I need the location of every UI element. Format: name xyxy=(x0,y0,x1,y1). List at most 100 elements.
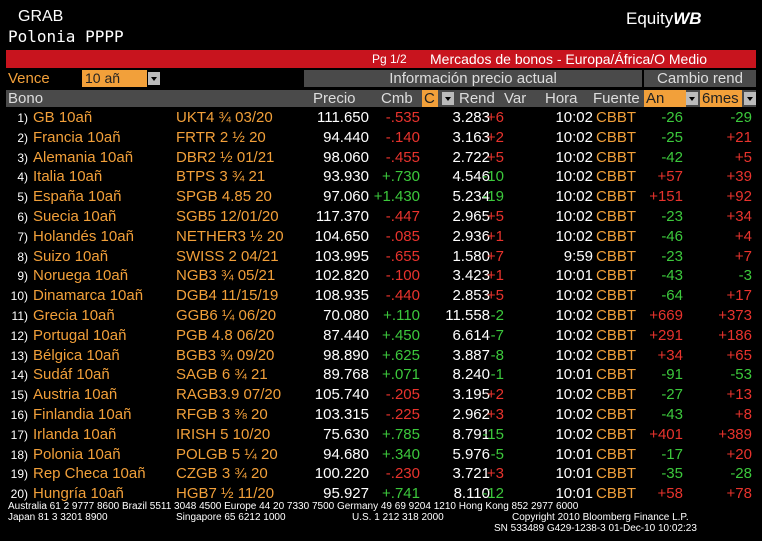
column-header: Rend xyxy=(459,90,495,107)
yield: 8.110 xyxy=(453,485,490,503)
yield: 2.962 xyxy=(452,406,490,423)
bond-name: Irlanda 10añ xyxy=(33,425,117,443)
yield-change: +2 xyxy=(486,386,504,404)
time: 10:01 xyxy=(555,465,593,483)
yield: 8.791 xyxy=(452,425,490,443)
price-change: +.625 xyxy=(382,346,420,364)
brand-bold: WB xyxy=(673,9,702,28)
price: 108.935 xyxy=(314,287,369,305)
yield: 4.546 xyxy=(452,168,490,186)
bond-name: Rep Checa 10añ xyxy=(33,465,146,483)
footer-text: Singapore 65 6212 1000 xyxy=(176,512,286,523)
price: 75.630 xyxy=(323,425,369,443)
yield: 11.558 xyxy=(445,307,490,324)
change-1y: -43 xyxy=(661,267,683,285)
bond-name: Sudáf 10añ xyxy=(33,366,110,384)
security: Polonia PPPP xyxy=(8,27,124,46)
bond-name: Polonia 10añ xyxy=(33,445,121,463)
price: 104.650 xyxy=(314,227,369,245)
price: 95.927 xyxy=(323,485,369,503)
price: 98.060 xyxy=(323,148,369,166)
price-change: -.230 xyxy=(385,465,420,483)
change-6m: +34 xyxy=(726,208,752,225)
yield: 2.965 xyxy=(452,208,490,225)
column-header: Cmb xyxy=(381,90,413,107)
yield: 2.853 xyxy=(452,287,490,305)
dropdown[interactable] xyxy=(148,72,160,85)
change-6m: +39 xyxy=(726,168,752,186)
column-header: Hora xyxy=(545,90,578,107)
price: 97.060 xyxy=(323,188,369,206)
change-1y: +669 xyxy=(649,307,683,324)
change-1y: -26 xyxy=(661,109,683,126)
bond-name: Francia 10añ xyxy=(33,128,121,146)
price: 94.440 xyxy=(323,128,369,146)
time: 10:02 xyxy=(555,208,593,225)
change-6m: +373 xyxy=(718,307,752,324)
price: 103.315 xyxy=(314,406,369,423)
change-1y: -46 xyxy=(661,227,683,245)
brand-text: Equity xyxy=(626,9,674,28)
dropdown[interactable] xyxy=(744,92,756,105)
yield-change: +3 xyxy=(486,465,504,483)
yield: 6.614 xyxy=(452,326,490,344)
price: 70.080 xyxy=(323,307,369,324)
row-number: 13) xyxy=(10,348,28,363)
ticker: UKT4 ¾ 03/20 xyxy=(176,109,273,126)
time: 10:02 xyxy=(555,148,593,166)
row-number: 6) xyxy=(17,210,28,224)
yield-change: +5 xyxy=(486,208,504,225)
ticker: POLGB 5 ¼ 20 xyxy=(176,445,278,463)
source: CBBT xyxy=(596,267,637,285)
row-number: 11) xyxy=(11,309,28,323)
price-change: -.225 xyxy=(385,406,420,423)
screen-title: Mercados de bonos - Europa/África/O Medi… xyxy=(430,51,708,67)
price: 87.440 xyxy=(323,326,369,344)
price: 117.370 xyxy=(315,208,369,225)
ticker: RFGB 3 ⅜ 20 xyxy=(176,406,268,423)
source: CBBT xyxy=(596,247,637,265)
dropdown[interactable] xyxy=(686,92,698,105)
price-change: +.340 xyxy=(382,445,420,463)
vence-input[interactable]: 10 añ xyxy=(82,70,147,87)
bond-name: Holandés 10añ xyxy=(33,227,134,245)
bond-name: Dinamarca 10añ xyxy=(33,287,144,305)
source: CBBT xyxy=(596,326,637,344)
row-number: 14) xyxy=(10,368,28,383)
row-number: 16) xyxy=(10,408,28,422)
change-1y: +401 xyxy=(649,425,683,443)
row-number: 17) xyxy=(10,427,28,442)
bond-name: Suizo 10añ xyxy=(33,247,109,265)
bond-name: GB 10añ xyxy=(33,109,93,126)
row-number: 12) xyxy=(10,328,28,343)
bond-name: Finlandia 10añ xyxy=(33,406,132,423)
column-selector[interactable]: 6mes xyxy=(700,90,742,107)
row-number: 19) xyxy=(10,467,28,482)
price-change: +1.430 xyxy=(373,188,420,206)
yield-change: -2 xyxy=(490,307,504,324)
change-6m: +389 xyxy=(718,425,752,443)
row-number: 4) xyxy=(17,170,28,185)
yield-change: -10 xyxy=(482,168,504,186)
time: 10:01 xyxy=(555,485,593,503)
change-1y: -23 xyxy=(661,247,683,265)
yield-change: +3 xyxy=(486,406,504,423)
price: 98.890 xyxy=(323,346,369,364)
ticker: SGB5 12/01/20 xyxy=(176,208,279,225)
bond-name: Hungría 10añ xyxy=(33,485,124,503)
column-selector[interactable]: C xyxy=(422,90,438,107)
yield: 3.887 xyxy=(452,346,490,364)
yield: 1.580 xyxy=(452,247,490,265)
yield-change: +5 xyxy=(486,287,504,305)
price: 93.930 xyxy=(323,168,369,186)
column-selector[interactable]: An xyxy=(644,90,686,107)
bond-name: Italia 10añ xyxy=(33,168,103,186)
bond-name: Bélgica 10añ xyxy=(33,346,120,364)
footer-text: U.S. 1 212 318 2000 xyxy=(352,512,444,523)
source: CBBT xyxy=(596,485,637,503)
yield: 3.283 xyxy=(452,109,490,126)
change-1y: +58 xyxy=(657,485,683,503)
change-1y: -17 xyxy=(661,445,683,463)
dropdown[interactable] xyxy=(442,92,454,105)
change-6m: +7 xyxy=(734,247,752,265)
